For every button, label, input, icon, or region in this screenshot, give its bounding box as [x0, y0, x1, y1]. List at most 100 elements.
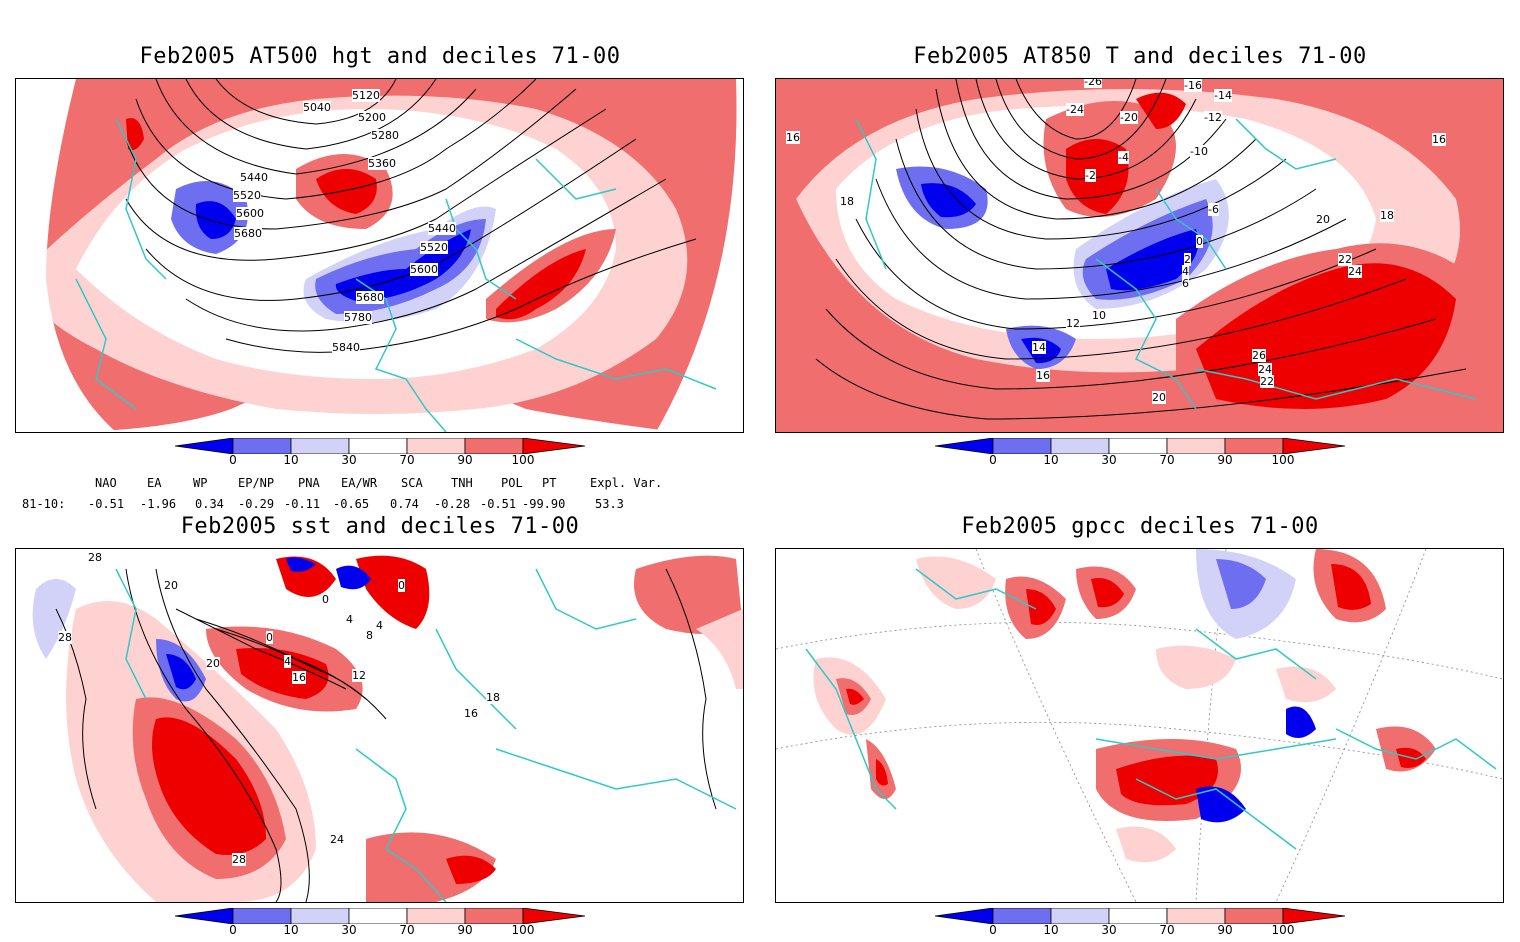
contour-label: 28 [232, 853, 246, 866]
contour-label: 5440 [428, 222, 456, 235]
contour-label: 5840 [332, 341, 360, 354]
contour-label: 0 [322, 593, 329, 606]
index-value: -0.51 [88, 497, 125, 511]
colorbar-tick: 0 [989, 453, 997, 467]
colorbar-tick: 90 [457, 453, 473, 467]
contour-label: 10 [1092, 309, 1106, 322]
index-name: SCA [401, 476, 423, 490]
contour-label: 24 [1258, 363, 1272, 376]
contour-label: 28 [88, 551, 102, 564]
contour-label: 18 [840, 195, 854, 208]
contour-label: 6 [1182, 277, 1189, 290]
contour-label: 5680 [234, 227, 262, 240]
colorbar-tick: 90 [1217, 453, 1233, 467]
contour-label: 8 [366, 629, 373, 642]
contour-label: 24 [1348, 265, 1362, 278]
colorbar-tick: 30 [341, 923, 357, 937]
contour-label: 5040 [303, 101, 331, 114]
contour-label: 28 [58, 631, 72, 644]
contour-label: 20 [206, 657, 220, 670]
colorbar-tick: 90 [1217, 923, 1233, 937]
colorbar-gpcc: 0 10 30 70 90 100 [935, 908, 1355, 942]
contour-label: 20 [164, 579, 178, 592]
contour-label: 4 [1182, 265, 1189, 278]
index-row-label: 81-10: [22, 497, 66, 511]
index-name: PNA [298, 476, 320, 490]
contour-label: 4 [346, 613, 353, 626]
index-value: -0.28 [434, 497, 471, 511]
contour-label: 2 [1184, 253, 1191, 266]
panel-title-hgt500: Feb2005 AT500 hgt and deciles 71-00 [139, 44, 621, 69]
index-value: 53.3 [595, 497, 624, 511]
index-value: -0.29 [238, 497, 275, 511]
contour-label: -6 [1208, 203, 1219, 216]
contour-label: 24 [330, 833, 344, 846]
colorbar-tick: 100 [511, 923, 535, 937]
contour-label: 20 [1316, 213, 1330, 226]
contour-label: 12 [1066, 317, 1080, 330]
colorbar-tick: 30 [1101, 453, 1117, 467]
contour-label: 14 [1032, 341, 1046, 354]
contour-label: 5200 [358, 111, 386, 124]
colorbar-tick: 100 [1271, 923, 1295, 937]
index-name: Expl. Var. [590, 476, 663, 490]
index-name: EP/NP [238, 476, 275, 490]
index-name: POL [501, 476, 523, 490]
colorbar-tick: 70 [399, 923, 415, 937]
index-value: -1.96 [140, 497, 177, 511]
contour-label: 0 [266, 631, 273, 644]
contour-label: 5520 [233, 189, 261, 202]
contour-label: -4 [1118, 151, 1129, 164]
panel-title-gpcc: Feb2005 gpcc deciles 71-00 [961, 514, 1319, 539]
colorbar-tick: 70 [1159, 453, 1175, 467]
contour-label: 16 [1432, 133, 1446, 146]
index-value: 0.34 [195, 497, 224, 511]
contour-label: 18 [486, 691, 500, 704]
contour-label: 5120 [352, 89, 380, 102]
contour-label: 16 [464, 707, 478, 720]
contour-label: -14 [1214, 89, 1232, 102]
contour-label: -26 [1084, 79, 1102, 88]
index-value: 0.74 [390, 497, 419, 511]
map-sst: 28 20 0 0 4 4 8 4 0 12 16 16 18 24 28 28… [15, 548, 744, 903]
contour-label: 0 [398, 579, 405, 592]
index-name: PT [542, 476, 557, 490]
colorbar-hgt500: 0 10 30 70 90 100 [175, 438, 595, 472]
contour-label: -20 [1120, 111, 1138, 124]
contour-label: -12 [1204, 111, 1222, 124]
contour-label: -16 [1184, 79, 1202, 92]
contour-label: -24 [1066, 103, 1084, 116]
contour-label: 5440 [240, 171, 268, 184]
contour-label: 5360 [368, 157, 396, 170]
index-value: -0.11 [284, 497, 321, 511]
index-value: -0.51 [480, 497, 517, 511]
contour-label: 5600 [410, 263, 438, 276]
colorbar-tick: 10 [1043, 923, 1059, 937]
index-name: WP [193, 476, 208, 490]
colorbar-tick: 100 [511, 453, 535, 467]
colorbar-tick: 0 [989, 923, 997, 937]
index-name: EA [147, 476, 162, 490]
colorbar-tick: 10 [283, 923, 299, 937]
contour-label: 4 [376, 619, 383, 632]
colorbar-tick: 10 [1043, 453, 1059, 467]
colorbar-tick: 10 [283, 453, 299, 467]
index-name: EA/WR [341, 476, 378, 490]
contour-label: 16 [1036, 369, 1050, 382]
colorbar-tick: 0 [229, 453, 237, 467]
panel-title-t850: Feb2005 AT850 T and deciles 71-00 [913, 44, 1367, 69]
contour-label: 5600 [236, 207, 264, 220]
index-name: NAO [95, 476, 117, 490]
colorbar-sst: 0 10 30 70 90 100 [175, 908, 595, 942]
index-value: -99.90 [522, 497, 566, 511]
colorbar-tick: 100 [1271, 453, 1295, 467]
colorbar-tick: 70 [399, 453, 415, 467]
colorbar-tick: 30 [341, 453, 357, 467]
contour-label: 26 [1252, 349, 1266, 362]
contour-label: 4 [284, 655, 291, 668]
contour-label: 18 [1380, 209, 1394, 222]
index-name: TNH [451, 476, 473, 490]
contour-label: 22 [1260, 375, 1274, 388]
map-gpcc [775, 548, 1504, 903]
contour-label: 5280 [371, 129, 399, 142]
